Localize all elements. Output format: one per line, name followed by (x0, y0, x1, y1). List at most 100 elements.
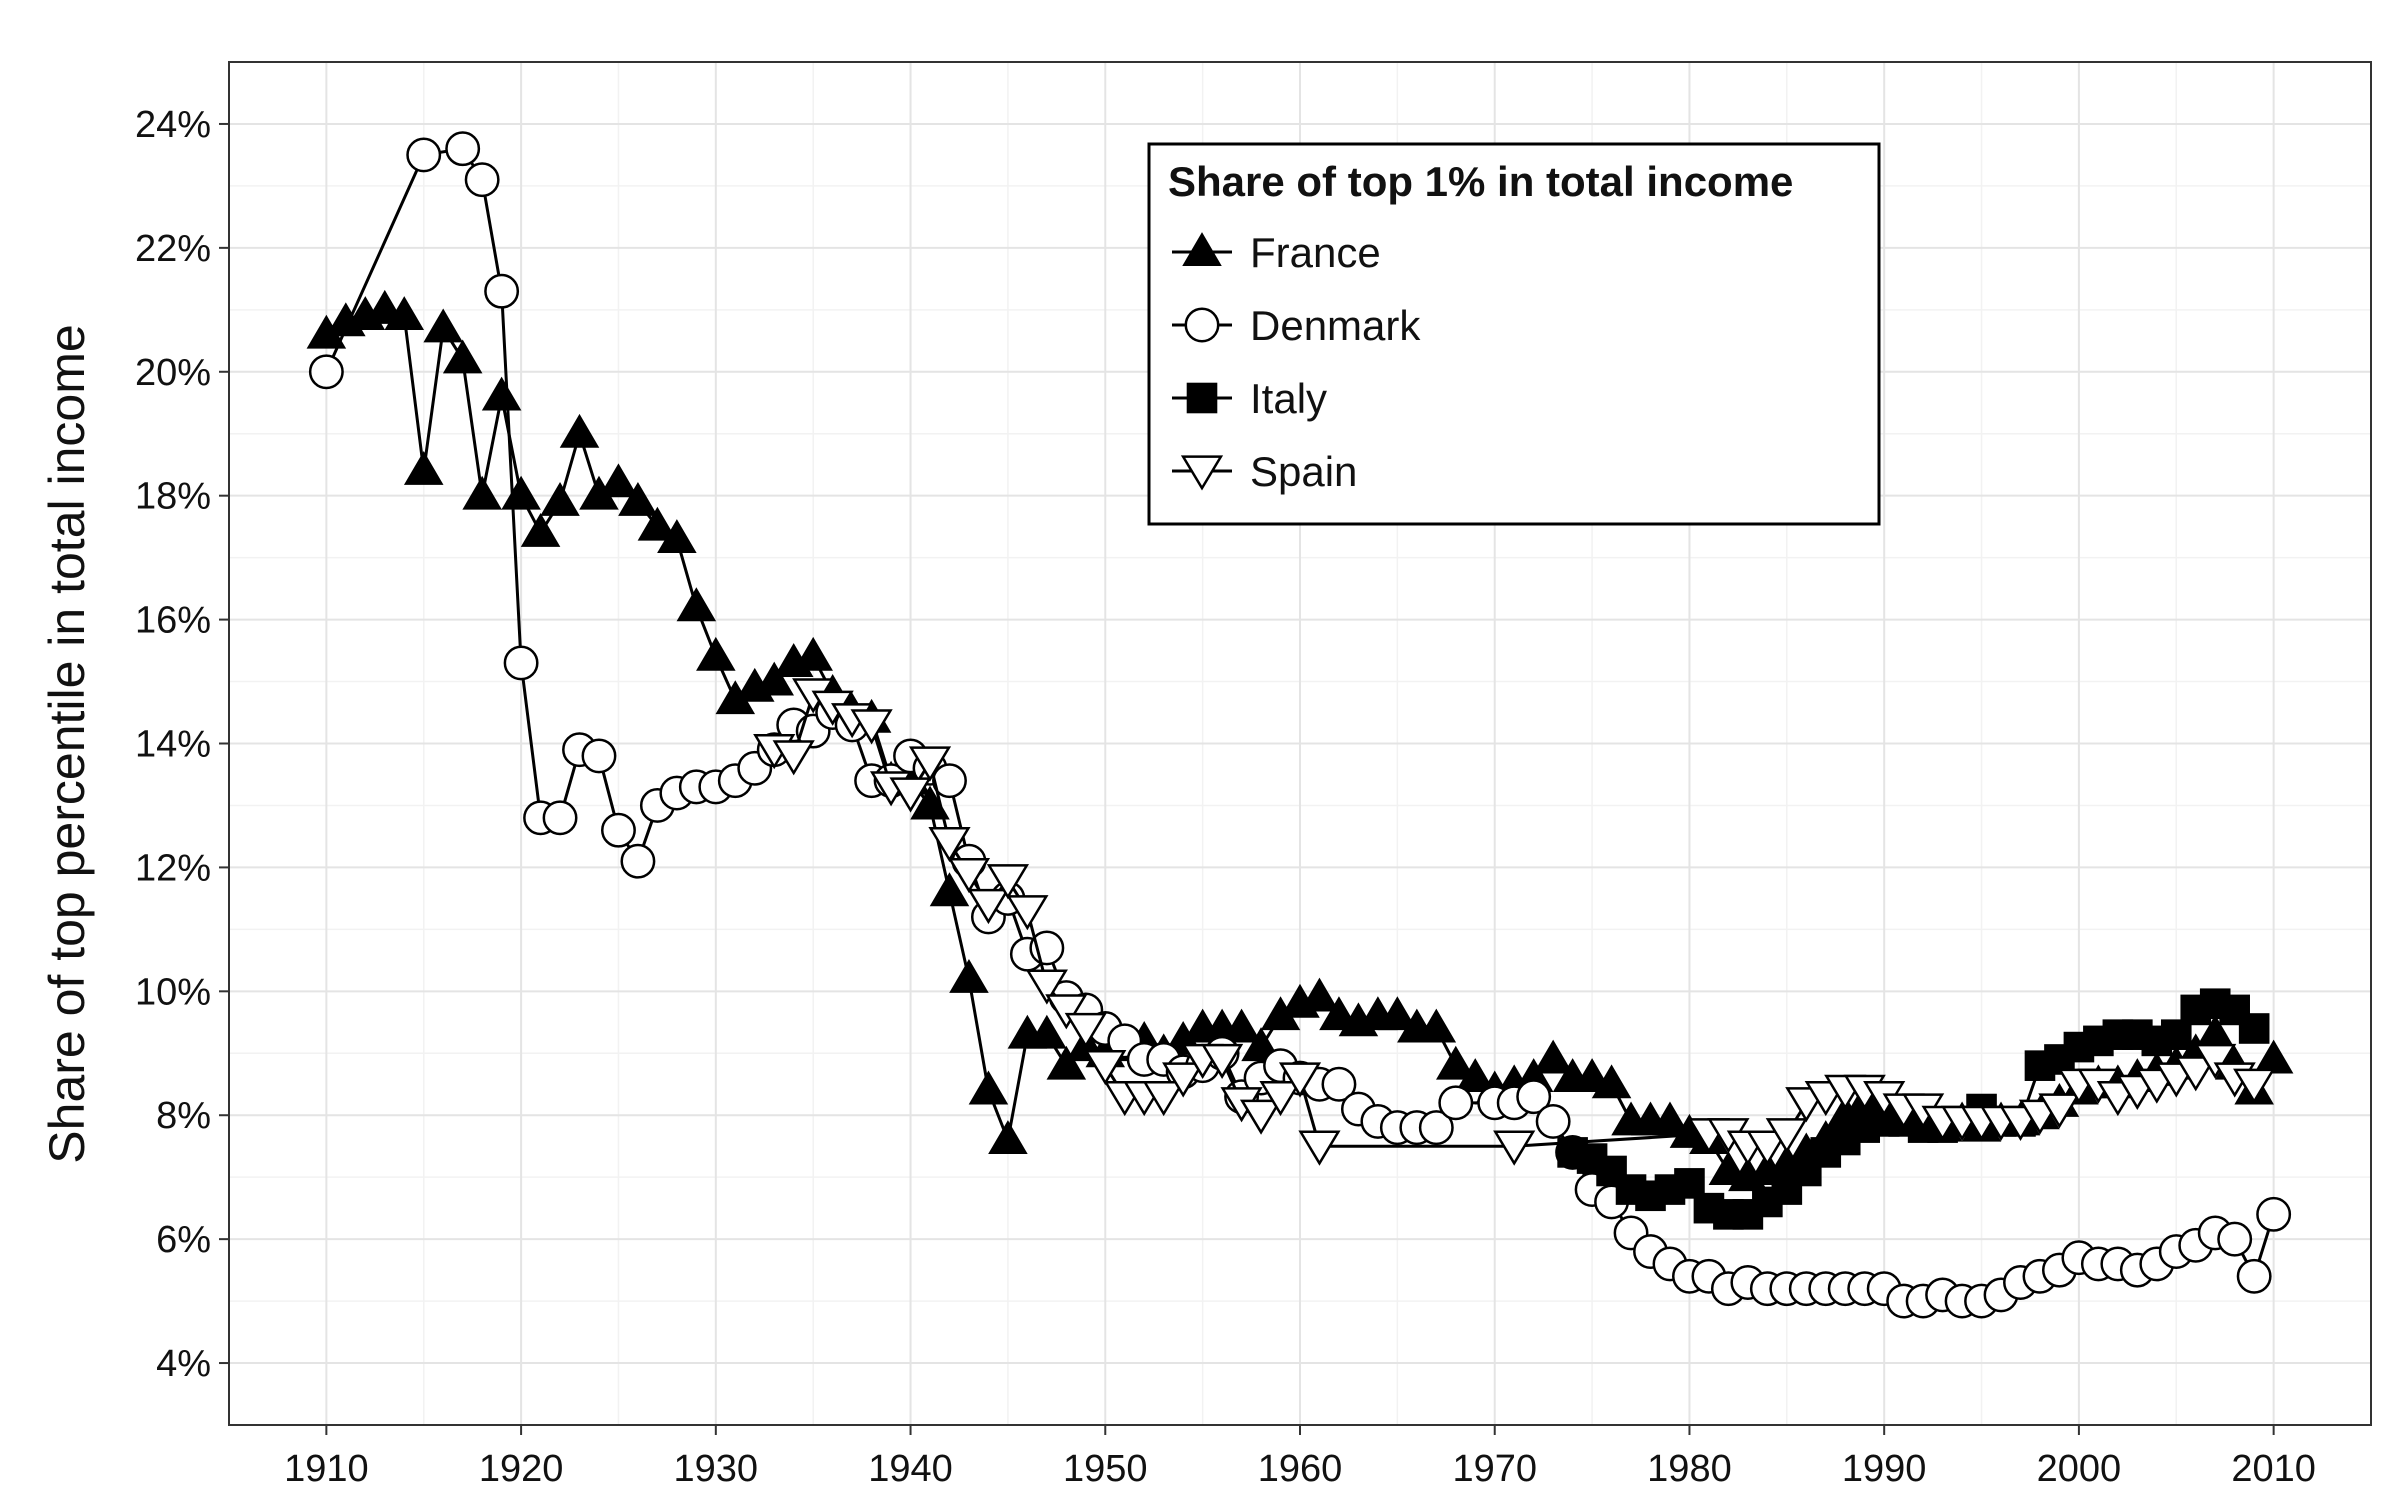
y-tick-label: 22% (135, 228, 211, 270)
data-point-france (1416, 1008, 1457, 1043)
data-point-france (754, 661, 795, 696)
data-point-denmark (542, 800, 578, 836)
x-tick-label: 1940 (868, 1448, 953, 1490)
y-tick-label: 20% (135, 352, 211, 394)
data-point-spain (1162, 1062, 1205, 1098)
legend-entry-denmark: Denmark (1172, 302, 1421, 349)
data-point-france (384, 296, 425, 331)
data-point-spain (1025, 969, 1068, 1005)
data-point-denmark (2217, 1221, 2253, 1257)
data-point-denmark (1516, 1079, 1552, 1115)
data-point-denmark (308, 354, 344, 390)
series-layer (306, 131, 2294, 1319)
data-point-france (696, 636, 736, 671)
data-point-france (1221, 1008, 1262, 1043)
data-point-spain (967, 888, 1010, 925)
data-point-spain (1142, 1080, 1185, 1117)
x-tick-label: 1960 (1258, 1448, 1343, 1490)
data-point-france (657, 519, 697, 554)
data-point-france (2253, 1039, 2294, 1074)
data-point-denmark (2236, 1258, 2272, 1294)
data-point-denmark (445, 131, 481, 167)
data-point-denmark (601, 812, 636, 848)
data-point-france (949, 959, 989, 993)
y-tick-label: 6% (156, 1219, 211, 1261)
data-point-denmark (1535, 1103, 1571, 1139)
x-tick-label: 1980 (1647, 1448, 1732, 1490)
data-point-france (1046, 1045, 1087, 1080)
y-tick-label: 18% (135, 476, 211, 518)
data-point-spain (1765, 1118, 1808, 1154)
data-point-spain (1746, 1130, 1789, 1166)
legend: Share of top 1% in total income France De… (1147, 142, 1881, 526)
data-point-france (598, 463, 639, 498)
data-point-spain (1064, 1012, 1107, 1049)
data-point-france (481, 376, 522, 411)
data-point-france (637, 506, 678, 541)
data-point-spain (947, 857, 991, 894)
data-point-france (968, 1070, 1009, 1105)
data-point-france (1377, 996, 1418, 1031)
data-point-denmark (484, 273, 520, 309)
legend-label-denmark: Denmark (1250, 302, 1421, 349)
data-point-denmark (464, 162, 500, 198)
data-point-spain (1239, 1099, 1283, 1135)
legend-label-italy: Italy (1250, 375, 1327, 422)
data-point-denmark (620, 843, 656, 879)
data-point-france (1455, 1058, 1496, 1093)
legend-entry-spain: Spain (1172, 448, 1357, 495)
data-point-spain (2174, 1056, 2217, 1092)
y-tick-label: 8% (156, 1095, 211, 1137)
data-point-spain (772, 740, 815, 776)
legend-label-france: France (1250, 229, 1381, 276)
legend-entry-italy: Italy (1172, 375, 1327, 422)
axes: 1910 1920 1930 1940 1950 1960 1970 1980 1990 2000… (135, 104, 2316, 1490)
legend-key-marker-italy (1186, 382, 1218, 414)
legend-box (1147, 142, 1881, 526)
data-point-france (676, 587, 717, 622)
data-point-france (1591, 1064, 1632, 1099)
data-point-france (442, 339, 483, 374)
data-point-france (462, 475, 502, 510)
data-point-france (520, 512, 561, 547)
data-point-france (793, 636, 833, 671)
y-tick-label: 4% (156, 1343, 211, 1385)
y-tick-label: 24% (135, 104, 211, 146)
data-point-france (423, 308, 463, 343)
data-point-denmark (1321, 1066, 1357, 1102)
legend-key-marker-spain (1180, 455, 1224, 491)
data-point-denmark (581, 738, 617, 774)
data-point-spain (928, 826, 971, 863)
data-point-spain (1201, 1043, 1244, 1079)
data-point-denmark (406, 137, 442, 173)
data-point-france (559, 413, 600, 448)
legend-entries: France Denmark Italy Spain (1172, 229, 1421, 495)
series-spain (753, 678, 2276, 1166)
data-point-spain (1298, 1130, 1341, 1166)
data-point-france (1436, 1045, 1476, 1080)
legend-key-marker-france (1182, 232, 1222, 266)
legend-title: Share of top 1% in total income (1168, 158, 1793, 205)
data-point-denmark (503, 645, 539, 681)
y-tick-label: 12% (135, 847, 211, 889)
data-point-spain (1045, 994, 1088, 1030)
data-point-spain (986, 864, 1030, 900)
x-tick-label: 1990 (1842, 1448, 1927, 1490)
data-point-france (988, 1120, 1028, 1155)
data-point-france (929, 872, 970, 907)
data-point-denmark (2256, 1196, 2292, 1232)
data-point-spain (2194, 1043, 2237, 1079)
data-point-spain (2038, 1093, 2081, 1129)
y-tick-label: 16% (135, 600, 211, 642)
data-point-france (618, 481, 658, 516)
x-tick-label: 1970 (1452, 1448, 1537, 1490)
data-point-france (1533, 1039, 1573, 1074)
x-tick-label: 1950 (1063, 1448, 1148, 1490)
data-point-italy (2238, 1013, 2270, 1044)
data-point-france (403, 451, 444, 485)
data-point-spain (2233, 1068, 2276, 1104)
data-point-spain (1259, 1080, 1302, 1117)
data-point-spain (1278, 1062, 1322, 1098)
